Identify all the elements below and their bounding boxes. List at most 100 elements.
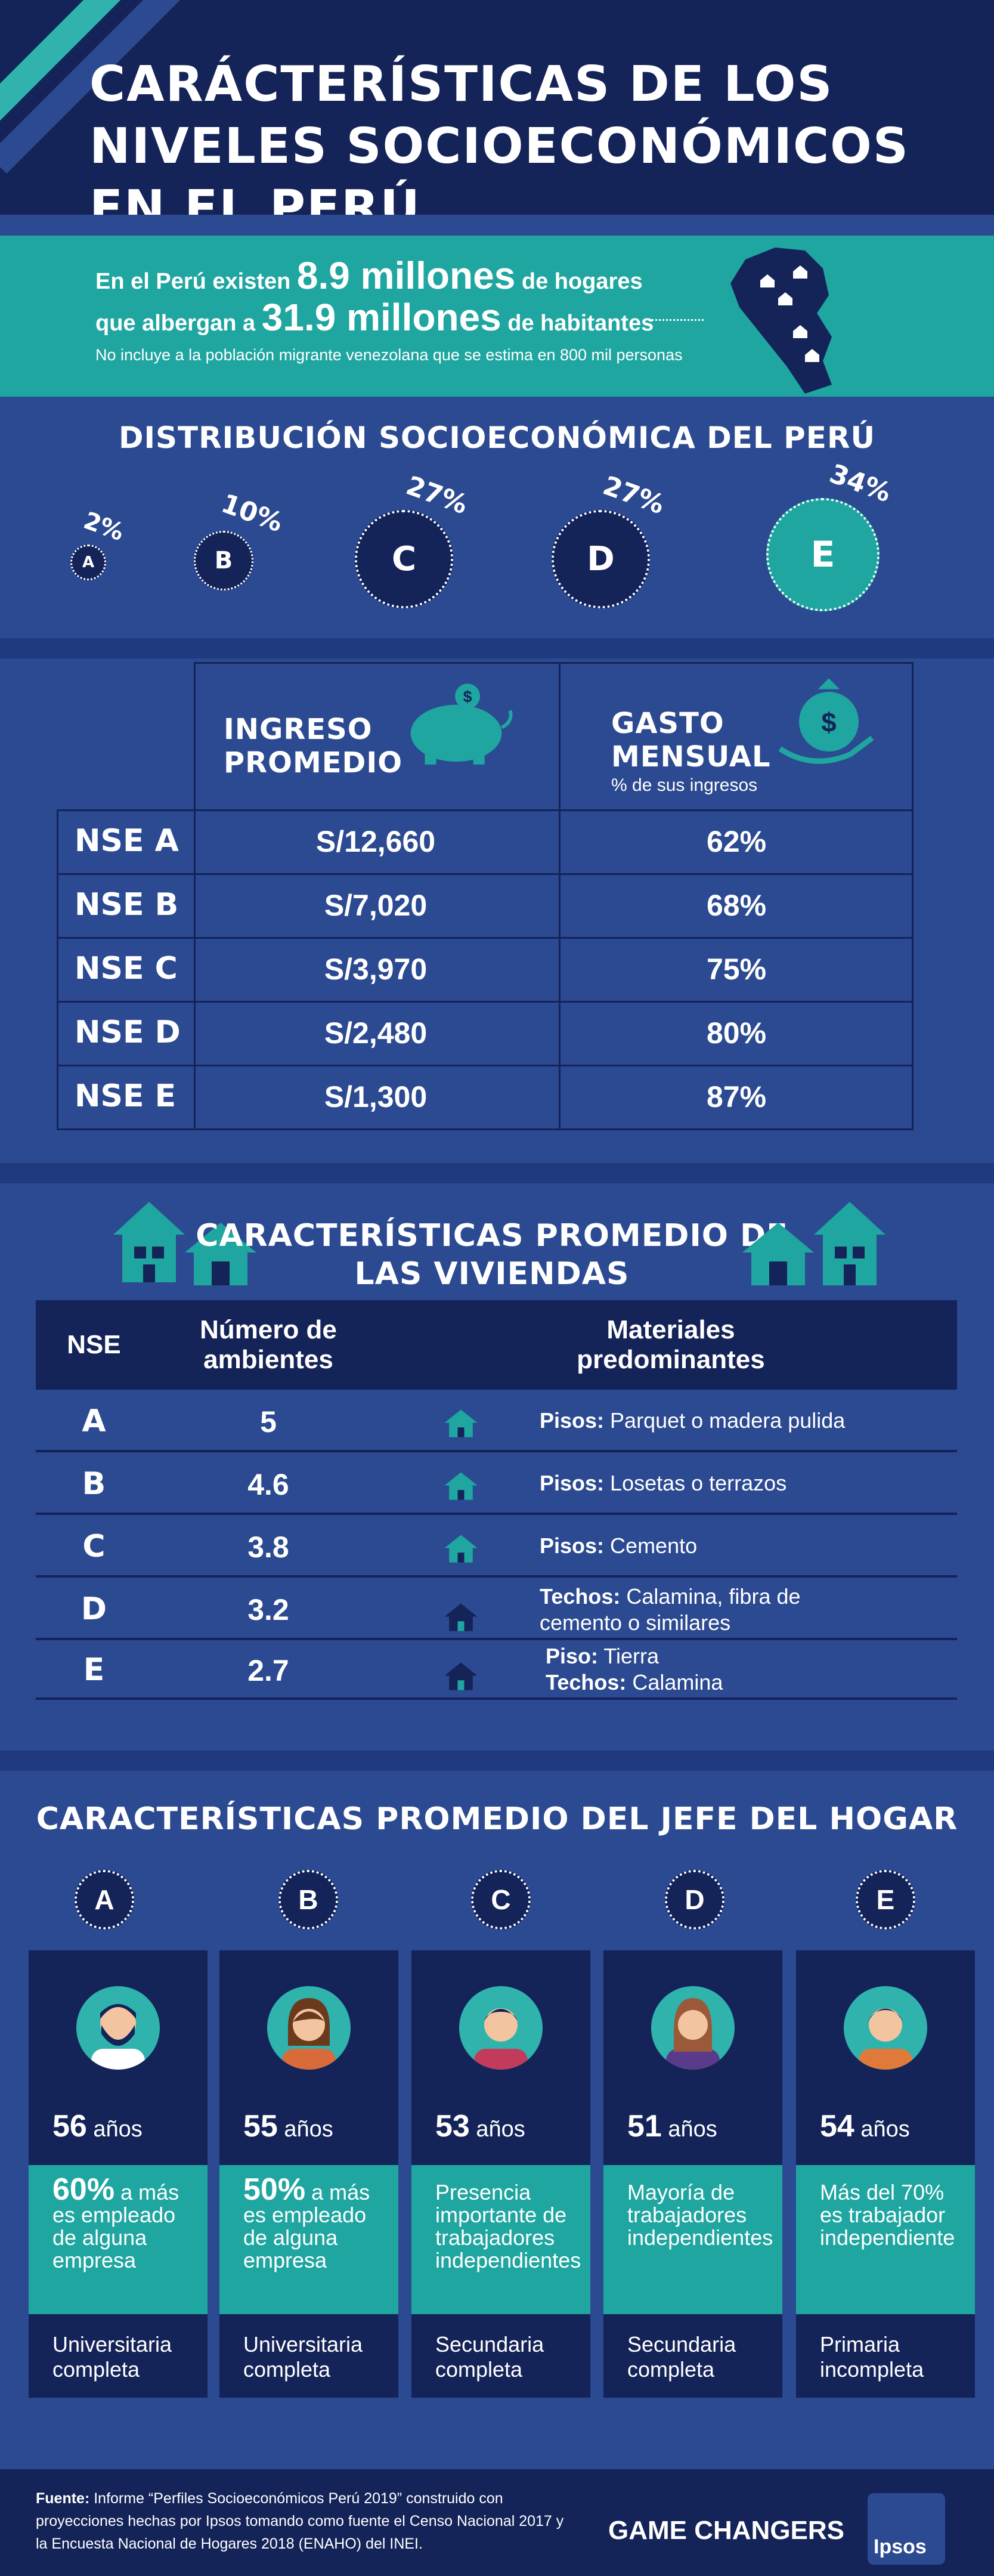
employment-box: Presencia importante de trabajadores ind… — [411, 2165, 590, 2314]
age-unit: años — [86, 2117, 143, 2142]
row-nse-a: NSE A — [75, 823, 179, 859]
row-income-d: S/2,480 — [324, 1016, 428, 1050]
row-income-e: S/1,300 — [324, 1080, 428, 1114]
page-title: CARÁCTERÍSTICAS DE LOS NIVELES SOCIOECON… — [89, 56, 909, 215]
column-separator — [559, 809, 561, 1130]
nse-a-label: A — [82, 553, 95, 571]
households-number: 8.9 millones — [296, 254, 516, 297]
housing-rooms-b: 4.6 — [247, 1468, 289, 1501]
intro-banner: En el Perú existen 8.9 millones de hogar… — [0, 236, 994, 397]
housing-material-d: Techos: Calamina, fibra de cemento o sim… — [540, 1584, 838, 1636]
inhabitants-number: 31.9 millones — [261, 296, 501, 339]
employment-desc: Presencia importante de trabajadores ind… — [435, 2180, 581, 2272]
young-man-avatar-icon — [844, 1986, 927, 2070]
table-row — [36, 1515, 957, 1578]
nse-d-circle: D — [552, 510, 650, 608]
row-nse-c: NSE C — [75, 951, 178, 987]
material-line: Techos: Calamina — [546, 1669, 844, 1696]
nse-d-label: D — [587, 540, 615, 579]
age-number: 54 — [820, 2109, 854, 2144]
material-key: Pisos: — [540, 1471, 605, 1495]
table-row — [36, 1578, 957, 1640]
row-expense-b: 68% — [706, 889, 767, 922]
education-text: Secundaria completa — [435, 2332, 544, 2382]
education-text: Universitaria completa — [52, 2332, 172, 2382]
age-value: 54 años — [820, 2108, 910, 2144]
employment-box: 50% a más es empleado de alguna empresa — [219, 2165, 398, 2314]
profile-card-a: 56 años 60% a más es empleado de alguna … — [29, 1950, 208, 2398]
housing-nse-b: B — [82, 1466, 106, 1502]
households-line: En el Perú existen 8.9 millones de hogar… — [95, 253, 643, 298]
age-unit: años — [854, 2117, 910, 2142]
material-key: Pisos: — [540, 1408, 605, 1433]
profile-card-d: 51 años Mayoría de trabajadores independ… — [603, 1950, 782, 2398]
employment-box: Mayoría de trabajadores independientes — [603, 2165, 782, 2314]
material-value: Tierra — [598, 1644, 659, 1668]
distribution-title: DISTRIBUCIÓN SOCIOECONÓMICA DEL PERÚ — [118, 420, 876, 455]
source-label: Fuente: — [36, 2490, 90, 2507]
peru-map-icon — [730, 248, 832, 394]
age-value: 51 años — [627, 2108, 717, 2144]
employment-text: Presencia importante de trabajadores ind… — [435, 2178, 584, 2272]
nse-c-circle: C — [355, 510, 453, 608]
age-number: 55 — [243, 2109, 278, 2144]
inhabitants-suffix: de habitantes — [501, 311, 654, 336]
housing-header-materials: Materiales predominantes — [385, 1300, 957, 1390]
housing-rooms-a: 5 — [260, 1405, 277, 1439]
housing-nse-a: A — [82, 1403, 106, 1439]
employment-desc: Mayoría de trabajadores independientes — [627, 2180, 773, 2250]
employment-desc: Más del 70% es trabajador independiente — [820, 2180, 955, 2250]
nse-a-pct: 2% — [80, 506, 128, 547]
age-value: 53 años — [435, 2108, 525, 2144]
employment-desc: a más es empleado de alguna empresa — [52, 2180, 179, 2272]
table-row — [57, 1065, 914, 1130]
migrant-note: No incluye a la población migrante venez… — [95, 346, 683, 364]
house-floor-icon — [444, 1409, 478, 1437]
row-expense-c: 75% — [706, 953, 767, 986]
housing-header-rooms: Número de ambientes — [155, 1300, 382, 1390]
column-separator — [194, 809, 196, 1130]
material-value: Parquet o madera pulida — [604, 1408, 846, 1433]
row-expense-d: 80% — [706, 1016, 767, 1050]
head-of-household-section: CARACTERÍSTICAS PROMEDIO DEL JEFE DEL HO… — [0, 1771, 994, 2451]
expense-header: GASTO MENSUAL — [611, 707, 771, 774]
employment-text: Mayoría de trabajadores independientes — [627, 2178, 776, 2249]
households-text: En el Perú existen — [95, 269, 297, 294]
money-bag-hand-icon: $ — [778, 678, 874, 764]
head-of-household-title: CARACTERÍSTICAS PROMEDIO DEL JEFE DEL HO… — [36, 1801, 958, 1837]
age-unit: años — [277, 2117, 333, 2142]
housing-nse-e: E — [83, 1652, 105, 1688]
svg-text:$: $ — [821, 707, 836, 737]
inhabitants-line: que albergan a 31.9 millones de habitant… — [95, 295, 654, 339]
nse-c-label: C — [391, 540, 417, 579]
housing-header-nse: NSE — [36, 1300, 152, 1390]
material-value: Calamina, fibra de cemento o similares — [540, 1584, 801, 1635]
woman-avatar-icon — [267, 1986, 351, 2070]
nse-b-label: B — [214, 547, 233, 574]
employment-pct: 60% — [52, 2172, 115, 2207]
dotted-leader — [644, 319, 704, 321]
table-row — [36, 1390, 957, 1452]
material-value: Losetas o terrazos — [604, 1471, 787, 1495]
profile-card-b: 55 años 50% a más es empleado de alguna … — [219, 1950, 398, 2398]
material-key: Piso: — [546, 1644, 599, 1668]
housing-material-a: Pisos: Parquet o madera pulida — [540, 1408, 927, 1434]
row-income-b: S/7,020 — [324, 889, 428, 922]
housing-material-c: Pisos: Cemento — [540, 1533, 927, 1559]
row-nse-b: NSE B — [75, 887, 179, 923]
tagline: GAME CHANGERS — [608, 2516, 845, 2545]
education-text: Secundaria completa — [627, 2332, 736, 2382]
age-value: 56 años — [52, 2108, 143, 2144]
nse-e-badge: E — [856, 1870, 915, 1929]
nse-a-circle: A — [70, 545, 106, 580]
material-value: Calamina — [626, 1670, 723, 1694]
table-row — [36, 1640, 957, 1700]
education-text: Universitaria completa — [243, 2332, 363, 2382]
employment-text: Más del 70% es trabajador independiente — [820, 2178, 969, 2249]
housing-title: CARACTERÍSTICAS PROMEDIO DE LAS VIVIENDA… — [196, 1218, 788, 1292]
households-suffix: de hogares — [515, 269, 643, 294]
row-nse-d: NSE D — [75, 1015, 181, 1050]
profile-card-e: 54 años Más del 70% es trabajador indepe… — [796, 1950, 975, 2398]
table-row — [57, 809, 914, 875]
distribution-section: DISTRIBUCIÓN SOCIOECONÓMICA DEL PERÚ A 2… — [0, 415, 994, 635]
